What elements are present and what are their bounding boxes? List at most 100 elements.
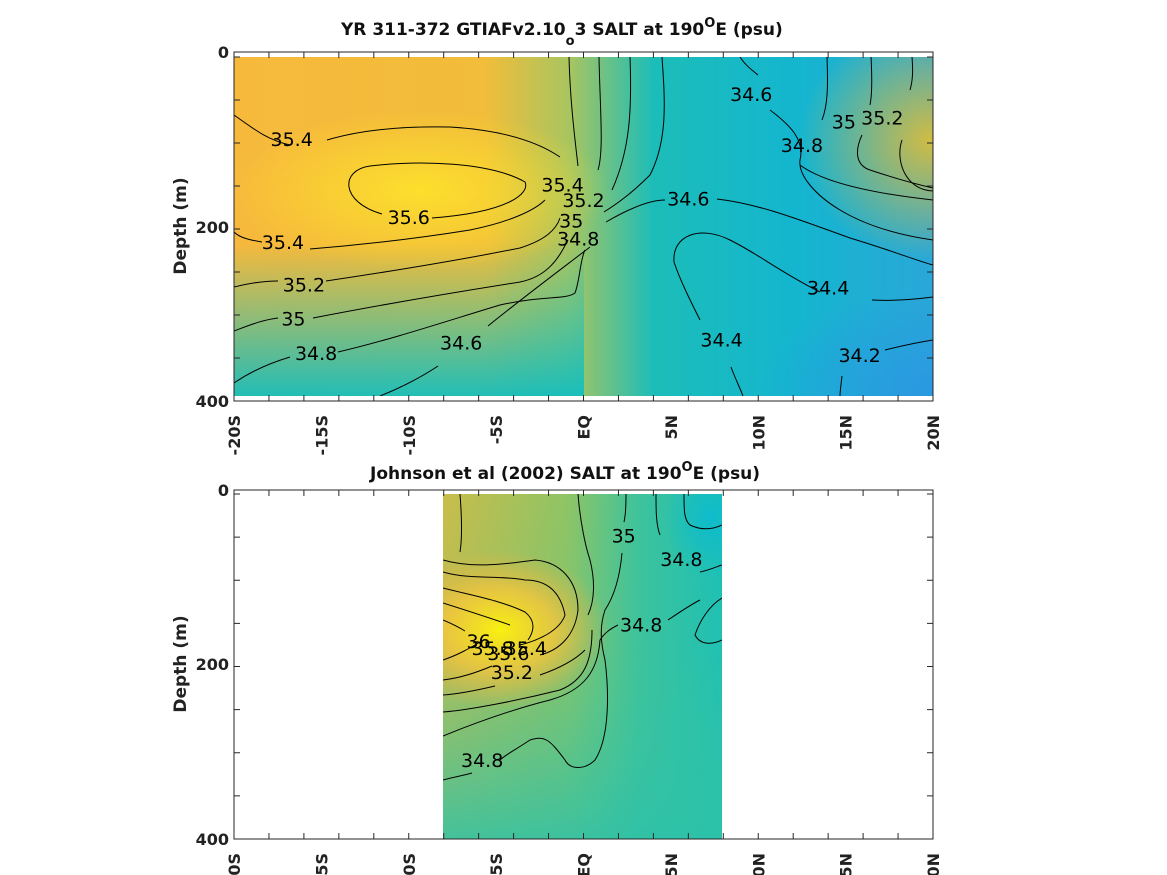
contour-label: 35.4: [262, 232, 304, 254]
x-tick-label: 15N: [837, 415, 856, 451]
x-tick-label: 5N: [662, 853, 681, 875]
contour-label: 34.4: [807, 278, 849, 300]
contour-label: 35: [281, 309, 305, 331]
x-tick-label: 5N: [662, 415, 681, 440]
contour-label: 34.8: [461, 750, 503, 772]
bcontour-ne-1: [683, 494, 722, 530]
contour-eq-34-8: [603, 57, 665, 213]
contour-34-6-left: [379, 246, 591, 396]
bottom-ytick-label: 400: [196, 830, 229, 849]
contour-label: 34.8: [660, 549, 702, 571]
bcontour-34-8-mid: [599, 599, 701, 641]
contour-label: 35.2: [491, 662, 533, 684]
bcontour-9: [443, 629, 593, 713]
contour-label: 35: [832, 112, 856, 134]
contour-label: 34.2: [838, 345, 880, 367]
bcontour-1: [443, 559, 579, 656]
bottom-heatmap-salinity-core: [443, 550, 610, 710]
bottom-title: Johnson et al (2002) SALT at 190OE (psu): [369, 460, 760, 484]
top-heatmap-se-low: [760, 290, 933, 396]
contour-label: 35.6: [388, 207, 430, 229]
bottom-ylabel: Depth (m): [171, 615, 191, 712]
contour-label: 34.6: [730, 84, 772, 106]
top-title-sub: o: [566, 34, 575, 49]
top-ytick-label: 400: [196, 392, 229, 411]
bottom-title-end: E (psu): [693, 464, 760, 484]
contour-35-ne: [857, 57, 933, 189]
contour-label: 35.8: [471, 638, 513, 660]
top-title-end: E (psu): [715, 20, 782, 40]
contour-eq-35: [611, 57, 632, 191]
contour-35-2-ne: [899, 57, 933, 192]
top-contours: [234, 57, 933, 396]
contour-label: 34.6: [440, 333, 482, 355]
contour-35-4-lower: [234, 199, 546, 250]
bottom-xtick-labels: -20S -15S -10S -5S EQ 5N 10N 15N 20N: [225, 853, 943, 875]
x-tick-label: 20N: [924, 853, 943, 875]
contour-label: 35.2: [562, 190, 604, 212]
contour-label: 35.4: [271, 129, 313, 151]
contour-label: 36: [467, 631, 491, 653]
contour-label: 34.6: [667, 188, 709, 210]
contour-35-left: [234, 239, 569, 332]
bcontour-35-right: [499, 494, 627, 768]
bottom-ticks: [233, 490, 934, 840]
contour-label: 34.8: [781, 135, 823, 157]
contour-34-6-ne: [739, 57, 933, 241]
bottom-title-sup: O: [682, 460, 693, 475]
x-tick-label: 10N: [749, 853, 768, 875]
top-ylabel: Depth (m): [171, 177, 191, 274]
x-tick-label: -10S: [400, 853, 419, 875]
contour-label: 35.4: [541, 175, 583, 197]
contour-eq-35-2: [597, 57, 602, 171]
bcontour-5: [443, 619, 466, 632]
x-tick-label: -15S: [312, 853, 331, 875]
x-tick-label: 10N: [749, 415, 768, 451]
contour-label: 35.2: [861, 107, 903, 129]
bottom-title-main: Johnson et al (2002) SALT at 190: [369, 464, 682, 484]
top-heatmap-salinity-core: [234, 110, 610, 270]
contour-label: 35.4: [505, 638, 547, 660]
contour-label: 34.8: [295, 343, 337, 365]
x-tick-label: -20S: [225, 853, 244, 875]
x-tick-label: EQ: [575, 415, 594, 440]
bcontour-7: [443, 665, 493, 681]
bottom-heatmap-ne-low: [665, 494, 722, 580]
bcontour-35-mid: [577, 494, 594, 616]
bcontour-34-8-left: [443, 772, 473, 781]
bcontour-34-8-top: [655, 494, 722, 573]
x-tick-label: 20N: [924, 415, 943, 451]
contour-34-4-lower: [730, 366, 744, 396]
contour-34-8-ne: [799, 57, 933, 201]
contour-label: 34.8: [620, 614, 662, 636]
contour-34-6-mid: [605, 198, 933, 266]
bcontour-2: [443, 571, 566, 646]
bottom-ytick-label: 200: [196, 655, 229, 674]
contour-label: 35: [559, 211, 583, 233]
contour-35-4-upper: [234, 114, 561, 158]
contour-label: 35.6: [487, 643, 529, 665]
bcontour-3: [443, 587, 534, 641]
bcontour-6: [443, 641, 481, 661]
top-xtick-labels: -20S -15S -10S -5S EQ 5N 10N 15N 20N: [225, 415, 943, 455]
top-ytick-label: 200: [196, 218, 229, 237]
contour-34-2: [839, 339, 933, 396]
top-title-rest: 3 SALT at 190: [575, 20, 705, 40]
x-tick-label: 15N: [837, 853, 856, 875]
top-ytick-label: 0: [218, 43, 229, 62]
bottom-contours: [443, 494, 722, 781]
bottom-ytick-label: 0: [218, 481, 229, 500]
contour-35-2-left: [234, 217, 561, 288]
top-heatmap-ne-high: [800, 57, 933, 260]
x-tick-label: -10S: [400, 415, 419, 455]
x-tick-label: -5S: [487, 853, 506, 875]
top-ticks: [233, 52, 934, 402]
top-title-main: YR 311-372 GTIAFv2.10: [340, 20, 566, 40]
